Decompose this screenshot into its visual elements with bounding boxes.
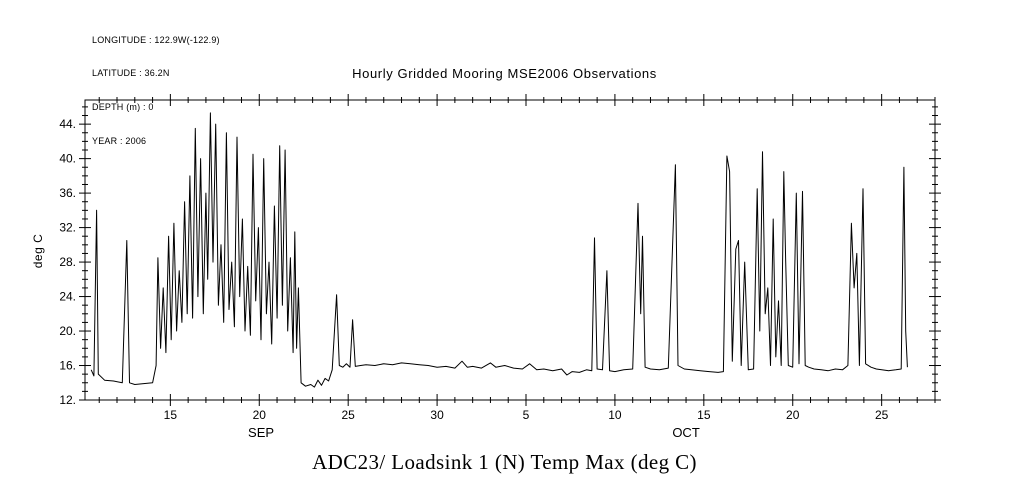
- metadata-depth: DEPTH (m) : 0: [92, 102, 154, 112]
- plot-frame: [84, 99, 936, 401]
- chart-title: Hourly Gridded Mooring MSE2006 Observati…: [352, 66, 657, 81]
- metadata-latitude: LATITUDE : 36.2N: [92, 68, 170, 79]
- y-tick-label: 44.: [59, 117, 76, 131]
- y-tick-label: 20.: [59, 324, 76, 338]
- y-tick-label: 40.: [59, 152, 76, 166]
- metadata-year: YEAR : 2006: [92, 135, 147, 146]
- metadata-block: LONGITUDE : 122.9W(-122.9) LATITUDE : 36…: [92, 12, 220, 170]
- y-tick-label: 12.: [59, 393, 76, 407]
- month-label: OCT: [672, 425, 700, 440]
- y-tick-label: 36.: [59, 186, 76, 200]
- y-tick-label: 32.: [59, 221, 76, 235]
- figure-caption: ADC23/ Loadsink 1 (N) Temp Max (deg C): [312, 450, 697, 474]
- series-line: [90, 112, 908, 388]
- y-tick-label: 24.: [59, 290, 76, 304]
- metadata-longitude: LONGITUDE : 122.9W(-122.9): [92, 34, 220, 45]
- x-tick-label: 5: [523, 408, 530, 422]
- x-tick-label: 25: [875, 408, 889, 422]
- y-tick-label: 16.: [59, 359, 76, 373]
- x-tick-label: 15: [697, 408, 711, 422]
- x-tick-label: 10: [608, 408, 622, 422]
- x-tick-label: 20: [786, 408, 800, 422]
- x-tick-label: 20: [253, 408, 267, 422]
- x-tick-label: 25: [342, 408, 356, 422]
- y-tick-label: 28.: [59, 255, 76, 269]
- x-tick-label: 15: [164, 408, 178, 422]
- month-label: SEP: [248, 425, 274, 440]
- x-tick-label: 30: [430, 408, 444, 422]
